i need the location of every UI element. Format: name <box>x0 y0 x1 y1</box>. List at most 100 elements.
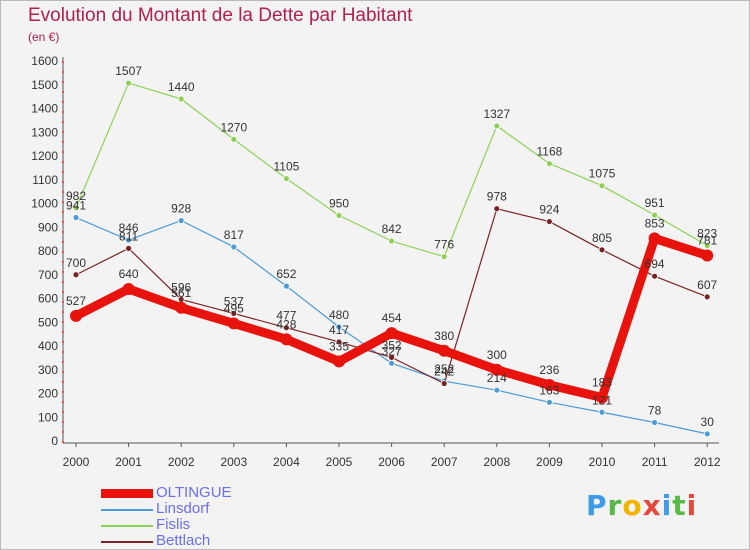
data-label: 183 <box>592 376 612 390</box>
legend-swatch <box>101 525 153 527</box>
y-tick-label: 1400 <box>31 102 58 116</box>
data-point <box>335 323 343 331</box>
data-label: 480 <box>329 308 349 322</box>
legend-swatch <box>101 509 153 511</box>
y-tick-label: 700 <box>38 268 58 282</box>
logo-letter: o <box>622 489 643 522</box>
logo-letter: i <box>661 489 673 522</box>
y-tick-label: 100 <box>38 410 58 424</box>
data-point <box>227 317 240 330</box>
legend-item: OLTINGUE <box>101 484 321 501</box>
data-label: 561 <box>171 286 191 300</box>
y-tick-label: 0 <box>51 434 58 448</box>
y-tick-label: 1300 <box>31 125 58 139</box>
y-tick-label: 1000 <box>31 197 58 211</box>
data-point <box>493 386 501 394</box>
data-point <box>125 79 132 87</box>
data-label: 596 <box>171 280 191 294</box>
data-label: 428 <box>276 317 296 331</box>
data-label: 700 <box>66 256 86 270</box>
data-label: 846 <box>119 221 139 235</box>
data-label: 1105 <box>273 160 299 174</box>
data-label: 1075 <box>589 167 616 181</box>
data-point <box>546 160 553 168</box>
data-label: 982 <box>66 189 86 203</box>
data-label: 928 <box>171 202 191 216</box>
data-label: 950 <box>329 196 349 210</box>
data-point <box>598 408 606 416</box>
data-label: 776 <box>434 238 454 252</box>
logo-letter: i <box>686 489 698 522</box>
data-label: 495 <box>224 301 244 315</box>
y-tick-label: 1200 <box>31 149 58 163</box>
data-point <box>282 175 290 182</box>
data-label: 163 <box>539 383 559 397</box>
y-tick-label: 1500 <box>31 78 58 92</box>
data-label: 78 <box>648 403 662 417</box>
logo-letter: t <box>672 489 687 522</box>
data-label: 1440 <box>168 80 195 94</box>
legend-label: Linsdorf <box>156 500 210 517</box>
y-tick-label: 1600 <box>31 54 58 68</box>
data-point <box>596 391 608 404</box>
y-tick-label: 200 <box>38 387 58 401</box>
data-point <box>230 310 238 317</box>
y-tick-label: 1100 <box>32 173 58 187</box>
data-point <box>70 309 82 322</box>
data-point <box>651 272 658 280</box>
legend-swatch <box>101 489 153 498</box>
y-tick-label: 600 <box>38 292 58 306</box>
data-point <box>703 242 711 249</box>
x-tick-label: 2008 <box>483 455 510 469</box>
data-label: 978 <box>487 190 507 204</box>
series-line <box>75 216 708 435</box>
data-label: 300 <box>487 348 507 362</box>
data-label: 30 <box>701 415 715 429</box>
data-point <box>125 244 132 252</box>
legend-label: OLTINGUE <box>156 484 232 501</box>
data-point <box>388 359 396 367</box>
data-point <box>230 135 238 143</box>
x-tick-label: 2010 <box>589 455 616 469</box>
data-label: 477 <box>276 309 296 323</box>
data-label: 640 <box>119 267 139 281</box>
x-tick-label: 2007 <box>431 455 458 469</box>
legend-label: Fislis <box>156 516 191 533</box>
data-label: 1327 <box>483 107 510 121</box>
data-point <box>122 283 135 295</box>
legend-item: Bettlach <box>101 532 321 549</box>
data-label: 1270 <box>220 120 247 134</box>
y-tick-label: 400 <box>38 339 58 353</box>
x-tick-label: 2002 <box>168 455 195 469</box>
data-label: 214 <box>487 371 507 385</box>
data-label: 823 <box>697 227 717 241</box>
data-label: 842 <box>382 222 402 236</box>
data-labels: 982 1507 1440 1270 1105 950 842 776 1327 1168 1075… <box>66 64 718 429</box>
data-label: 652 <box>276 267 296 281</box>
data-label: 817 <box>224 228 244 242</box>
proxiti-logo: Proxiti <box>586 489 697 522</box>
data-label: 327 <box>382 344 402 358</box>
data-point <box>493 122 501 130</box>
data-label: 694 <box>645 257 665 271</box>
data-point <box>282 324 290 332</box>
x-tick-label: 2005 <box>326 455 353 469</box>
data-point <box>546 398 553 406</box>
y-tick-label: 500 <box>38 315 58 329</box>
data-label: 924 <box>539 203 559 217</box>
data-label: 853 <box>645 216 665 230</box>
data-point <box>177 217 185 225</box>
data-point <box>651 419 658 426</box>
x-tick-label: 2004 <box>273 455 300 469</box>
x-tick-label: 2012 <box>694 455 721 469</box>
axes: 0 100 200 300 400 500 600 700 800 900 1000 1100 1200… <box>31 54 721 469</box>
data-point <box>493 205 501 213</box>
data-point <box>282 282 290 290</box>
x-tick-label: 2011 <box>642 455 668 469</box>
data-label: 380 <box>434 329 454 343</box>
legend-item: Fislis <box>101 516 321 533</box>
data-point <box>598 182 606 190</box>
data-point <box>648 232 661 245</box>
data-point <box>175 301 188 314</box>
chart-title: Evolution du Montant de la Dette par Hab… <box>28 5 413 26</box>
